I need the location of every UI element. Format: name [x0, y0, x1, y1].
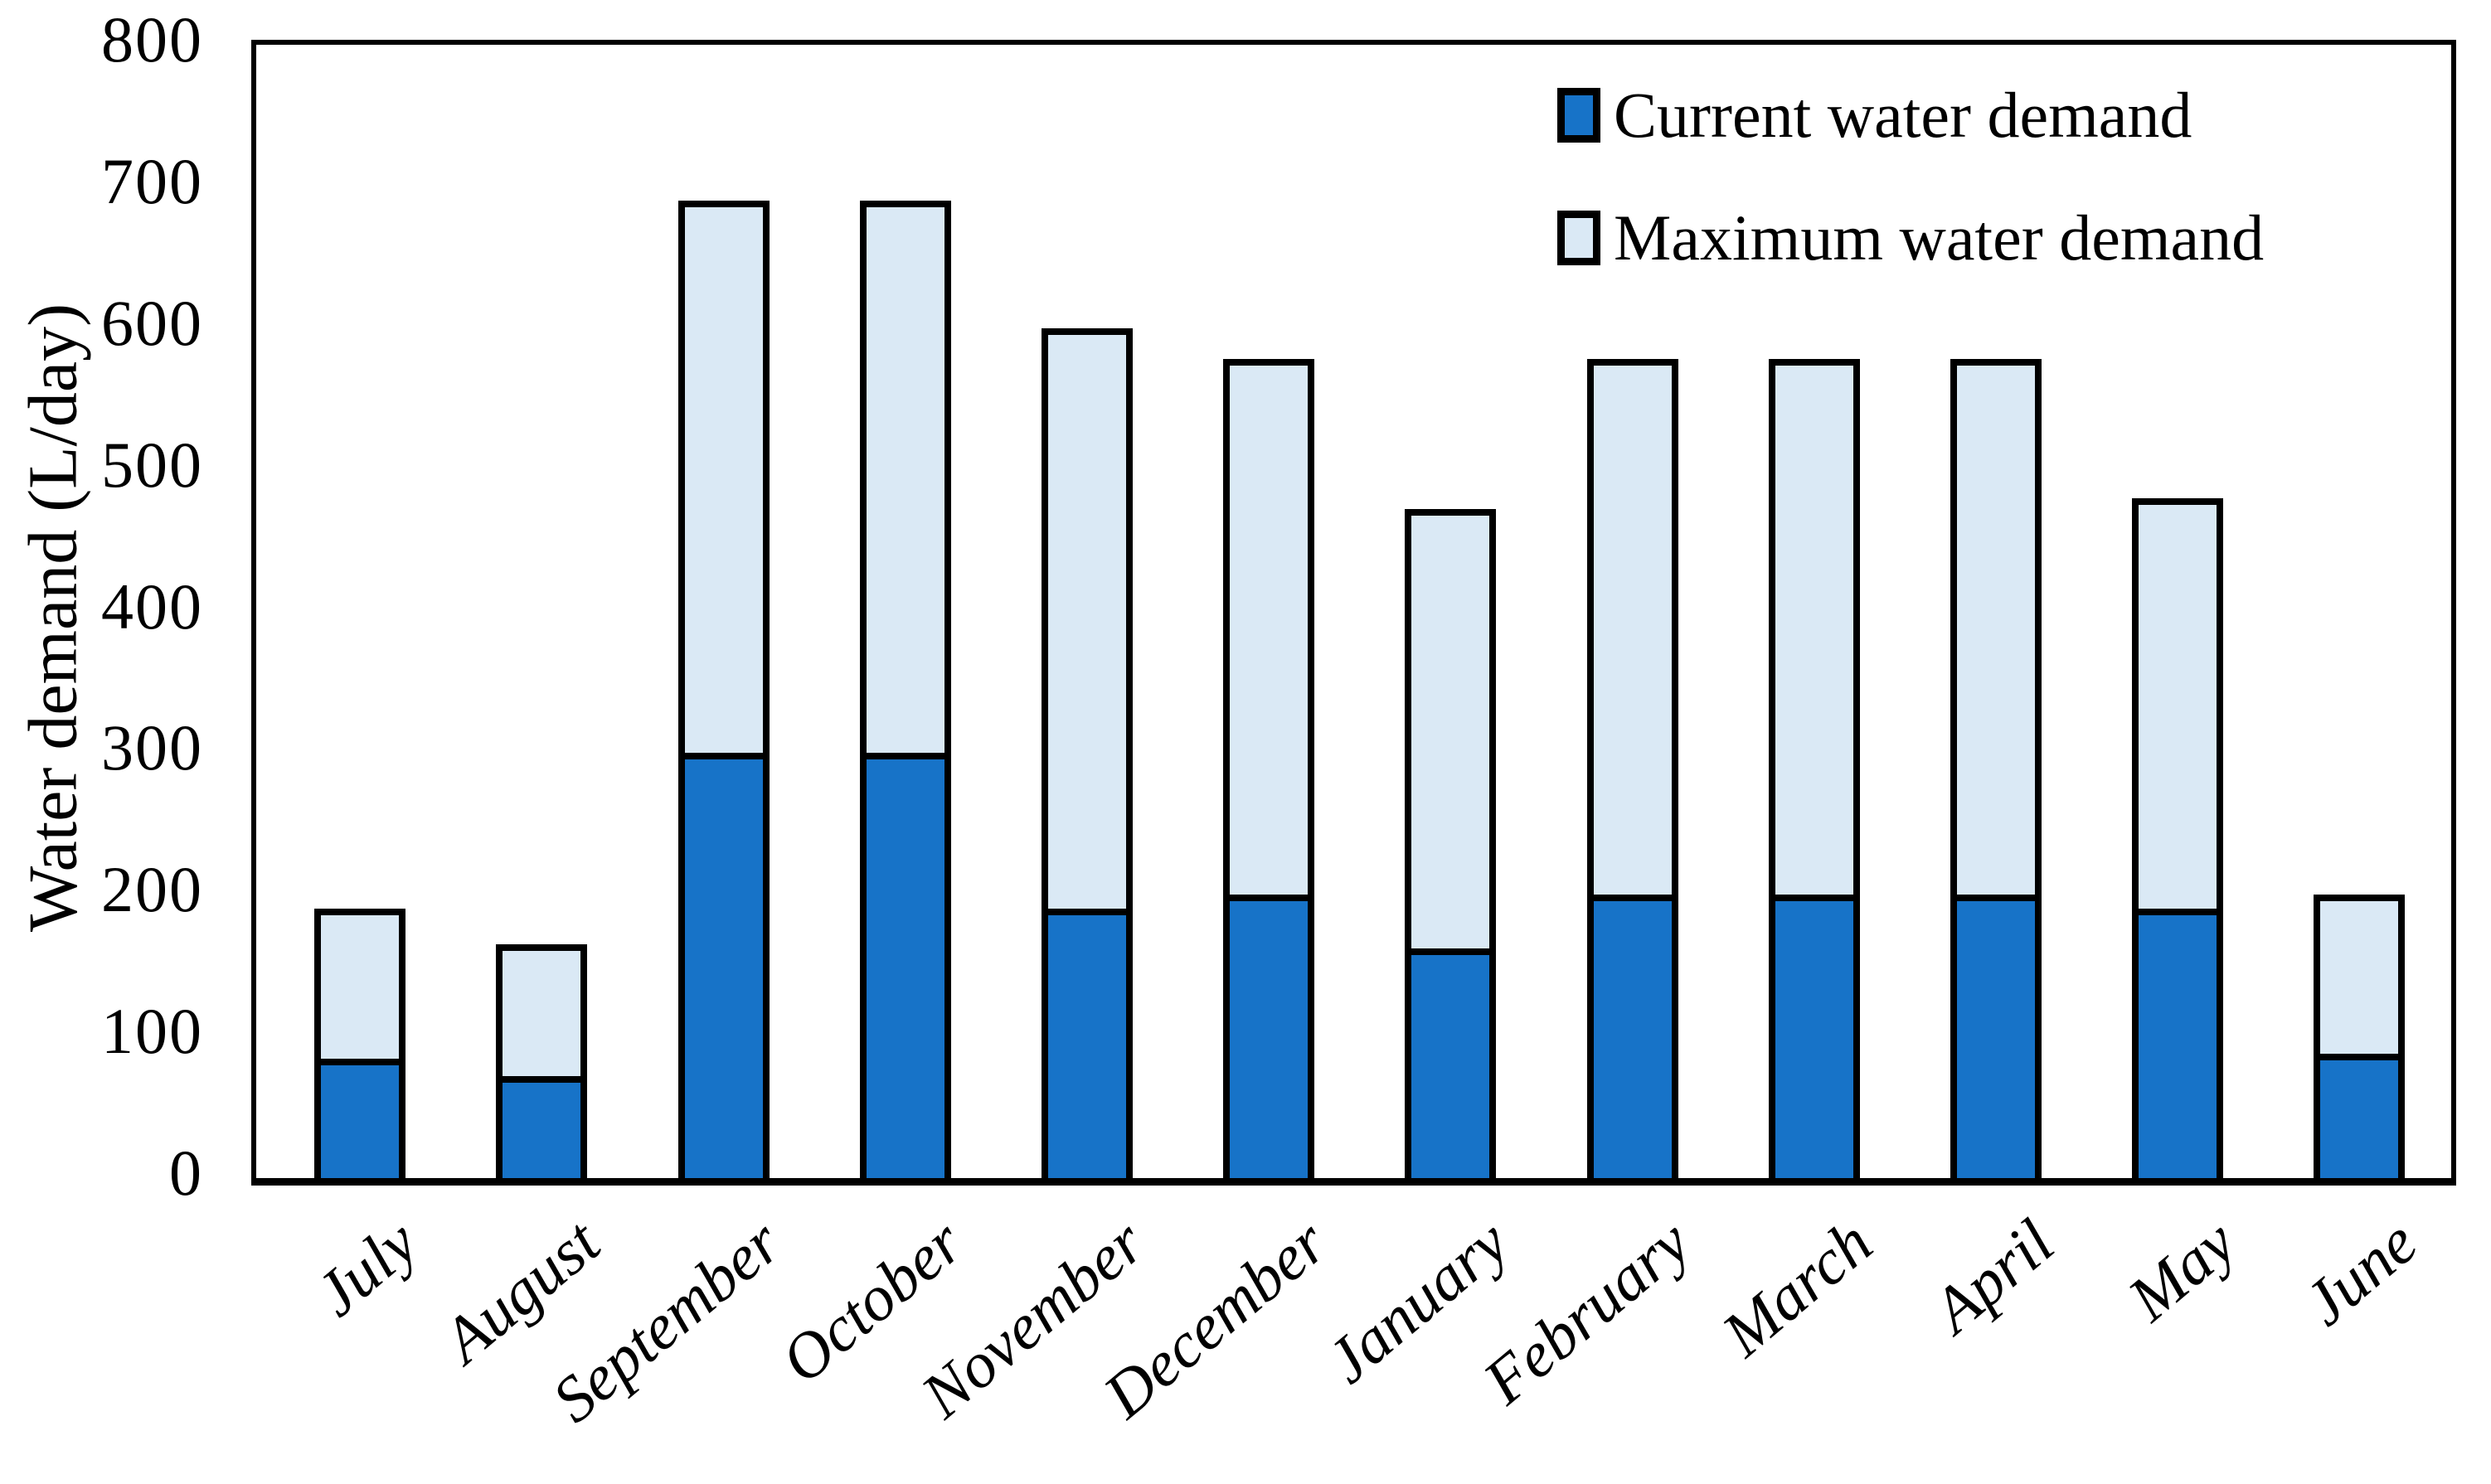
y-tick-label-600: 600	[101, 286, 203, 359]
bar-segment-current-December	[1223, 895, 1315, 1178]
bar-segment-current-July	[314, 1059, 406, 1178]
bar-segment-current-March	[1768, 895, 1860, 1178]
y-tick-label-700: 700	[101, 144, 203, 217]
bar-segment-maximum-November	[1042, 327, 1134, 909]
bar-segment-maximum-June	[2314, 895, 2406, 1054]
bar-segment-maximum-August	[496, 944, 588, 1076]
y-tick-label-500: 500	[101, 428, 203, 501]
bar-segment-current-January	[1405, 948, 1497, 1178]
plot-area	[251, 40, 2456, 1186]
legend-label-current: Current water demand	[1614, 79, 2192, 151]
bar-segment-current-October	[859, 753, 951, 1178]
y-tick-label-0: 0	[169, 1137, 203, 1209]
x-tick-label-April: April	[1918, 1205, 2067, 1346]
y-tick-label-200: 200	[101, 853, 203, 926]
maximum-demand-swatch-icon	[1557, 211, 1600, 265]
legend-item-maximum: Maximum water demand	[1557, 202, 2264, 274]
bar-segment-maximum-April	[1950, 359, 2042, 895]
legend: Current water demand Maximum water deman…	[1557, 80, 2264, 274]
bar-segment-maximum-January	[1405, 509, 1497, 949]
bar-segment-current-November	[1042, 909, 1134, 1178]
bar-segment-maximum-March	[1768, 359, 1860, 895]
bar-segment-maximum-May	[2132, 497, 2224, 909]
current-demand-swatch-icon	[1557, 88, 1600, 143]
bar-segment-current-August	[496, 1075, 588, 1178]
y-tick-label-100: 100	[101, 995, 203, 1068]
x-tick-label-February: February	[1469, 1205, 1703, 1418]
x-tick-label-May: May	[2114, 1205, 2249, 1335]
legend-item-current: Current water demand	[1557, 80, 2264, 151]
x-tick-label-June: June	[2289, 1205, 2430, 1340]
y-tick-label-800: 800	[101, 3, 203, 75]
x-tick-label-July: July	[302, 1205, 431, 1331]
bar-segment-maximum-October	[859, 200, 951, 754]
bar-segment-current-April	[1950, 895, 2042, 1178]
bar-segment-current-May	[2132, 909, 2224, 1178]
x-tick-label-March: March	[1708, 1205, 1886, 1370]
bar-segment-current-June	[2314, 1053, 2406, 1178]
bar-segment-maximum-February	[1586, 359, 1678, 895]
bar-segment-maximum-July	[314, 909, 406, 1060]
bar-segment-maximum-September	[677, 200, 770, 754]
legend-label-maximum: Maximum water demand	[1614, 201, 2265, 274]
bar-segment-current-February	[1586, 895, 1678, 1178]
bar-segment-maximum-December	[1223, 359, 1315, 895]
y-tick-label-400: 400	[101, 570, 203, 643]
bar-segment-current-September	[677, 753, 770, 1178]
y-tick-label-300: 300	[101, 711, 203, 784]
